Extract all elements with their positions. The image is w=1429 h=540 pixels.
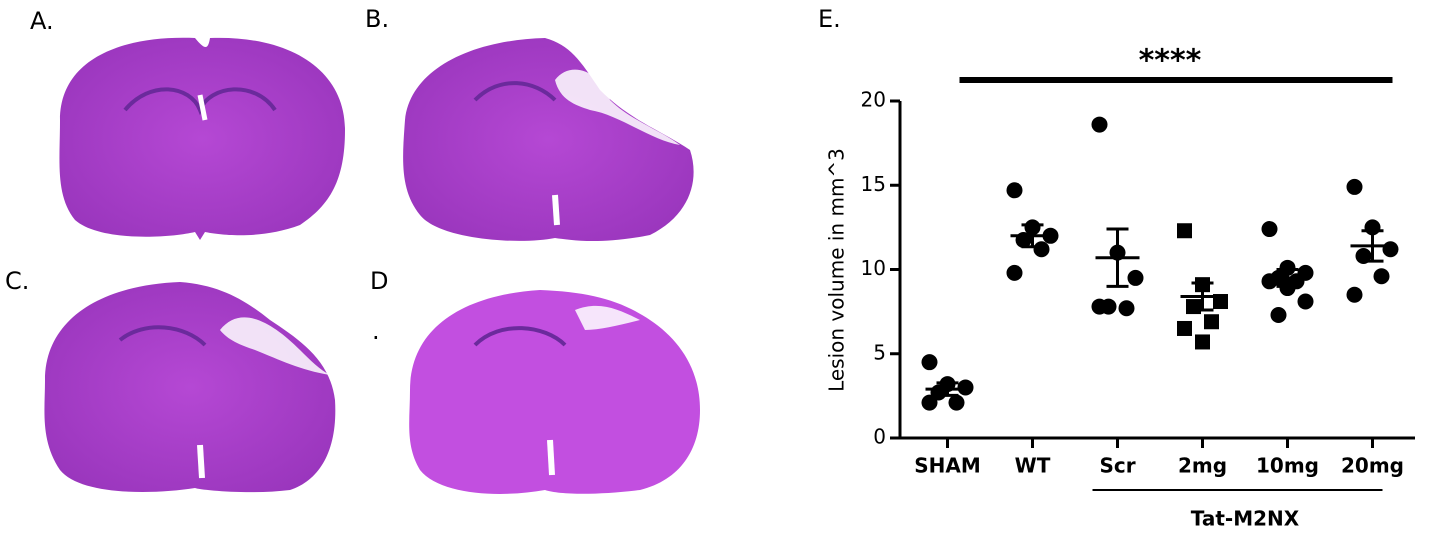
data-point xyxy=(1270,306,1287,323)
data-point xyxy=(921,354,938,371)
y-axis-title: Lesion volume in mm^3 xyxy=(825,148,849,392)
data-point xyxy=(1006,182,1023,199)
group-label: Tat-M2NX xyxy=(1191,507,1300,531)
data-point xyxy=(1091,298,1108,315)
panel-label: D xyxy=(370,267,388,295)
y-tick-label: 15 xyxy=(861,172,886,196)
panel-label: . xyxy=(372,317,380,345)
x-tick-label: SHAM xyxy=(914,454,981,478)
brain-section-c xyxy=(44,282,336,493)
data-point xyxy=(1261,273,1278,290)
y-tick-label: 20 xyxy=(861,88,886,112)
data-point xyxy=(1177,320,1192,336)
data-point xyxy=(1382,241,1399,258)
panel-label: E. xyxy=(818,5,841,33)
data-point xyxy=(1373,268,1390,285)
panel-label: C. xyxy=(5,267,29,295)
data-point xyxy=(1091,116,1108,133)
x-tick-label: 2mg xyxy=(1178,454,1227,478)
y-tick-label: 10 xyxy=(861,256,886,280)
data-point xyxy=(1346,178,1363,195)
x-tick-label: 10mg xyxy=(1256,454,1319,478)
data-point xyxy=(957,379,974,396)
y-tick-label: 0 xyxy=(873,425,886,449)
data-point xyxy=(1195,334,1210,350)
panel-label: B. xyxy=(365,5,389,33)
data-point xyxy=(1346,286,1363,303)
data-point xyxy=(1297,293,1314,310)
x-tick-label: Scr xyxy=(1099,454,1135,478)
y-tick-label: 5 xyxy=(873,340,886,364)
data-point xyxy=(1006,264,1023,281)
brain-section-d xyxy=(409,290,700,494)
data-point xyxy=(1127,269,1144,286)
data-point xyxy=(1261,221,1278,238)
data-point xyxy=(1186,299,1201,315)
x-tick-label: 20mg xyxy=(1341,454,1404,478)
data-point xyxy=(1279,280,1296,297)
data-point xyxy=(921,394,938,411)
panel-label: A. xyxy=(30,7,54,35)
data-point xyxy=(1033,241,1050,258)
data-point xyxy=(1118,300,1135,317)
brain-section-a xyxy=(59,37,345,240)
x-tick-label: WT xyxy=(1015,454,1051,478)
data-point xyxy=(1204,314,1219,330)
data-point xyxy=(1177,223,1192,239)
brain-section-b xyxy=(403,38,694,242)
significance-label: **** xyxy=(1139,44,1202,79)
data-point xyxy=(948,394,965,411)
